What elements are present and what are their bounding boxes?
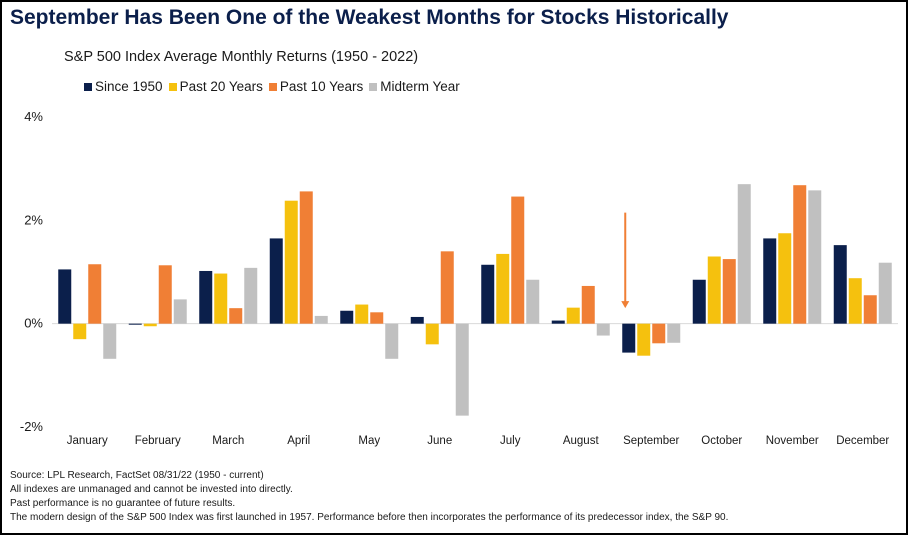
x-tick-label-april: April (287, 435, 310, 447)
bar-midterm-year-september (667, 323, 681, 343)
bar-past-20-years-may (355, 304, 369, 324)
bar-midterm-year-july (526, 279, 540, 324)
bar-past-20-years-april (284, 200, 298, 324)
x-tick-label-november: November (766, 435, 819, 447)
bar-midterm-year-march (244, 267, 258, 324)
chart-title: S&P 500 Index Average Monthly Returns (1… (64, 49, 419, 65)
bar-past-20-years-february (143, 323, 157, 327)
legend-label-since-1950: Since 1950 (95, 79, 163, 94)
x-tick-label-october: October (701, 435, 742, 447)
bar-past-10-years-february (158, 265, 172, 324)
bar-past-20-years-october (707, 256, 721, 324)
legend-swatch-midterm-year (369, 82, 378, 91)
bar-since-1950-december (833, 245, 847, 324)
footnote-methodology: The modern design of the S&P 500 Index w… (10, 512, 729, 523)
bar-since-1950-january (58, 269, 72, 324)
bar-past-20-years-august (566, 307, 580, 324)
y-tick-label: 0% (24, 316, 43, 331)
y-tick-label: 4% (24, 109, 43, 124)
bar-since-1950-february (128, 323, 142, 325)
x-tick-label-july: July (500, 435, 521, 447)
bar-past-20-years-march (214, 273, 228, 324)
bar-past-10-years-april (299, 191, 313, 324)
bar-midterm-year-october (737, 184, 751, 324)
bar-since-1950-june (410, 316, 424, 324)
footnote-past-performance: Past performance is no guarantee of futu… (10, 498, 236, 509)
x-tick-label-january: January (67, 435, 108, 447)
bar-past-10-years-december (863, 295, 877, 324)
bar-past-20-years-december (848, 278, 862, 324)
bar-past-10-years-july (511, 196, 525, 324)
legend-label-midterm-year: Midterm Year (380, 79, 460, 94)
bar-past-10-years-october (722, 259, 736, 324)
bar-midterm-year-april (314, 315, 328, 324)
bar-since-1950-september (622, 323, 636, 353)
bar-since-1950-october (692, 279, 706, 324)
bar-midterm-year-february (173, 299, 187, 324)
bar-since-1950-november (763, 238, 777, 324)
y-tick-label: 2% (24, 212, 43, 227)
x-tick-label-february: February (135, 435, 181, 447)
legend-item-past-10-years: Past 10 Years (268, 79, 364, 94)
legend-swatch-past-10-years (268, 82, 277, 91)
x-tick-label-march: March (212, 435, 244, 447)
bar-midterm-year-june (455, 323, 469, 416)
legend-swatch-past-20-years (168, 82, 177, 91)
bar-midterm-year-may (385, 323, 399, 359)
bar-past-10-years-january (88, 264, 102, 324)
annotation-arrow-head (621, 301, 630, 309)
legend-swatch-since-1950 (84, 82, 92, 91)
bar-since-1950-may (340, 310, 354, 324)
legend-label-past-20-years: Past 20 Years (179, 79, 263, 94)
bar-past-10-years-june (440, 251, 454, 324)
bar-past-20-years-november (778, 233, 792, 324)
legend-item-past-20-years: Past 20 Years (168, 79, 263, 94)
bar-past-10-years-august (581, 285, 595, 324)
bar-past-10-years-may (370, 312, 384, 324)
x-tick-label-may: May (358, 435, 380, 447)
footnote-source: Source: LPL Research, FactSet 08/31/22 (… (10, 470, 264, 481)
legend-label-past-10-years: Past 10 Years (279, 79, 364, 94)
footnotes: Source: LPL Research, FactSet 08/31/22 (… (10, 469, 728, 525)
x-tick-label-december: December (836, 435, 889, 447)
x-tick-label-september: September (623, 435, 679, 447)
y-tick-label: -2% (20, 419, 44, 434)
bar-midterm-year-august (596, 323, 610, 336)
chart-legend: Since 1950 Past 20 Years Past 10 Years M… (84, 79, 466, 94)
bar-past-10-years-november (793, 185, 807, 324)
page-title: September Has Been One of the Weakest Mo… (10, 6, 729, 29)
bar-past-20-years-july (496, 253, 510, 324)
footnote-indexes: All indexes are unmanaged and cannot be … (10, 484, 293, 495)
bar-since-1950-april (269, 238, 283, 324)
legend-item-midterm-year: Midterm Year (369, 79, 460, 94)
bar-past-10-years-september (652, 323, 666, 344)
bar-past-10-years-march (229, 308, 243, 324)
x-tick-label-june: June (427, 435, 452, 447)
bar-past-20-years-september (637, 323, 651, 356)
legend-item-since-1950: Since 1950 (84, 79, 163, 94)
bar-past-20-years-june (425, 323, 439, 345)
bar-since-1950-march (199, 270, 213, 324)
bar-past-20-years-january (73, 323, 87, 340)
bar-midterm-year-december (878, 262, 892, 324)
bar-midterm-year-november (808, 190, 822, 324)
bar-since-1950-july (481, 264, 495, 324)
bar-midterm-year-january (103, 323, 117, 359)
x-tick-label-august: August (563, 435, 600, 447)
bar-since-1950-august (551, 320, 565, 324)
